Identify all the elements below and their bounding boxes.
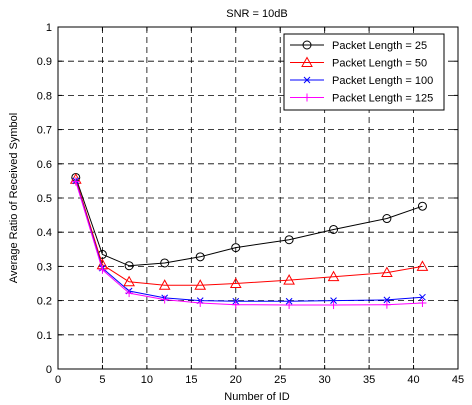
x-tick-label: 20	[230, 374, 242, 386]
data-point	[71, 177, 80, 186]
y-tick-label: 0.3	[37, 261, 52, 273]
x-tick-label: 10	[141, 374, 153, 386]
legend-label: Packet Length = 100	[332, 75, 433, 87]
x-tick-label: 15	[185, 374, 197, 386]
data-point	[196, 298, 205, 307]
data-point	[158, 279, 171, 290]
data-point	[329, 301, 338, 310]
x-tick-label: 30	[319, 374, 331, 386]
data-point	[125, 289, 134, 298]
legend-marker	[302, 40, 312, 50]
data-point	[381, 266, 393, 278]
legend-item-2: Packet Length = 50	[290, 56, 427, 70]
data-point	[419, 293, 426, 301]
x-tick-label: 0	[55, 374, 61, 386]
data-point	[418, 298, 427, 307]
data-point	[383, 296, 391, 304]
data-point	[327, 270, 340, 282]
data-point	[285, 301, 294, 310]
y-tick-label: 0	[46, 364, 52, 376]
y-tick-label: 0.1	[37, 330, 52, 342]
data-point	[194, 279, 207, 290]
y-tick-label: 1	[46, 22, 52, 34]
x-tick-label: 40	[407, 374, 419, 386]
legend-item-4: Packet Length = 125	[290, 93, 433, 105]
data-point	[329, 224, 339, 234]
series-group	[69, 172, 429, 310]
legend-label: Packet Length = 25	[332, 40, 427, 52]
data-point	[382, 214, 392, 224]
x-axis-label: Number of ID	[224, 391, 289, 403]
chart-title: SNR = 10dB	[226, 8, 287, 20]
data-point	[124, 261, 134, 271]
data-point	[98, 265, 107, 274]
series-line	[75, 177, 423, 267]
legend-label: Packet Length = 125	[332, 93, 433, 105]
data-point	[330, 297, 337, 304]
data-point	[283, 274, 295, 285]
data-point	[229, 277, 242, 288]
data-point	[382, 300, 391, 309]
y-tick-label: 0.6	[37, 159, 52, 171]
series-line	[75, 179, 423, 286]
legend-item-1: Packet Length = 25	[290, 40, 427, 52]
y-tick-label: 0.8	[37, 90, 52, 102]
data-point	[416, 260, 429, 271]
legend-marker	[303, 93, 311, 102]
data-point	[123, 275, 135, 287]
x-tick-label: 25	[274, 374, 286, 386]
data-point	[284, 235, 294, 245]
y-tick-label: 0.9	[37, 56, 52, 68]
y-tick-label: 0.5	[37, 193, 52, 205]
data-point	[417, 201, 427, 211]
x-tick-label: 45	[452, 374, 464, 386]
series-line	[75, 181, 423, 306]
series-4	[71, 177, 427, 310]
data-point	[160, 258, 170, 268]
x-tick-label: 5	[99, 374, 105, 386]
y-axis-label: Average Ratio of Received Symbol	[8, 113, 20, 283]
legend-marker	[301, 56, 313, 67]
legend-item-3: Packet Length = 100	[290, 75, 433, 87]
data-point	[160, 295, 169, 304]
axis-ticks: 0 5 10 15 20 25 30 35 40 45 0 0.1 0.2 0.3 0.4 0.5 0.6 0.7…	[37, 22, 464, 386]
series-line	[75, 180, 423, 302]
y-tick-label: 0.7	[37, 125, 52, 137]
series-1	[71, 172, 427, 271]
legend-label: Packet Length = 50	[332, 58, 427, 70]
y-tick-label: 0.4	[37, 227, 52, 239]
legend-marker	[303, 76, 311, 84]
data-point	[231, 243, 241, 253]
legend: Packet Length = 25 Packet Length = 50 Pack…	[283, 33, 445, 111]
y-tick-label: 0.2	[37, 296, 52, 308]
data-point	[231, 300, 240, 309]
x-tick-label: 35	[363, 374, 375, 386]
data-point	[195, 252, 205, 262]
